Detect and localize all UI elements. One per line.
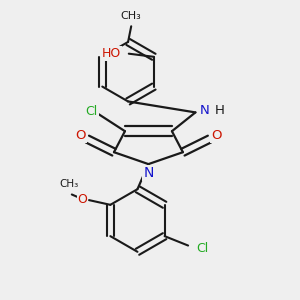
Text: HO: HO xyxy=(102,47,121,60)
Text: N: N xyxy=(143,166,154,180)
Text: H: H xyxy=(215,104,225,117)
Text: N: N xyxy=(200,104,210,117)
Text: Cl: Cl xyxy=(196,242,208,254)
Text: CH₃: CH₃ xyxy=(59,179,78,190)
Text: O: O xyxy=(78,193,88,206)
Text: Cl: Cl xyxy=(85,105,98,118)
Text: O: O xyxy=(75,129,86,142)
Text: CH₃: CH₃ xyxy=(121,11,142,21)
Text: O: O xyxy=(211,129,222,142)
